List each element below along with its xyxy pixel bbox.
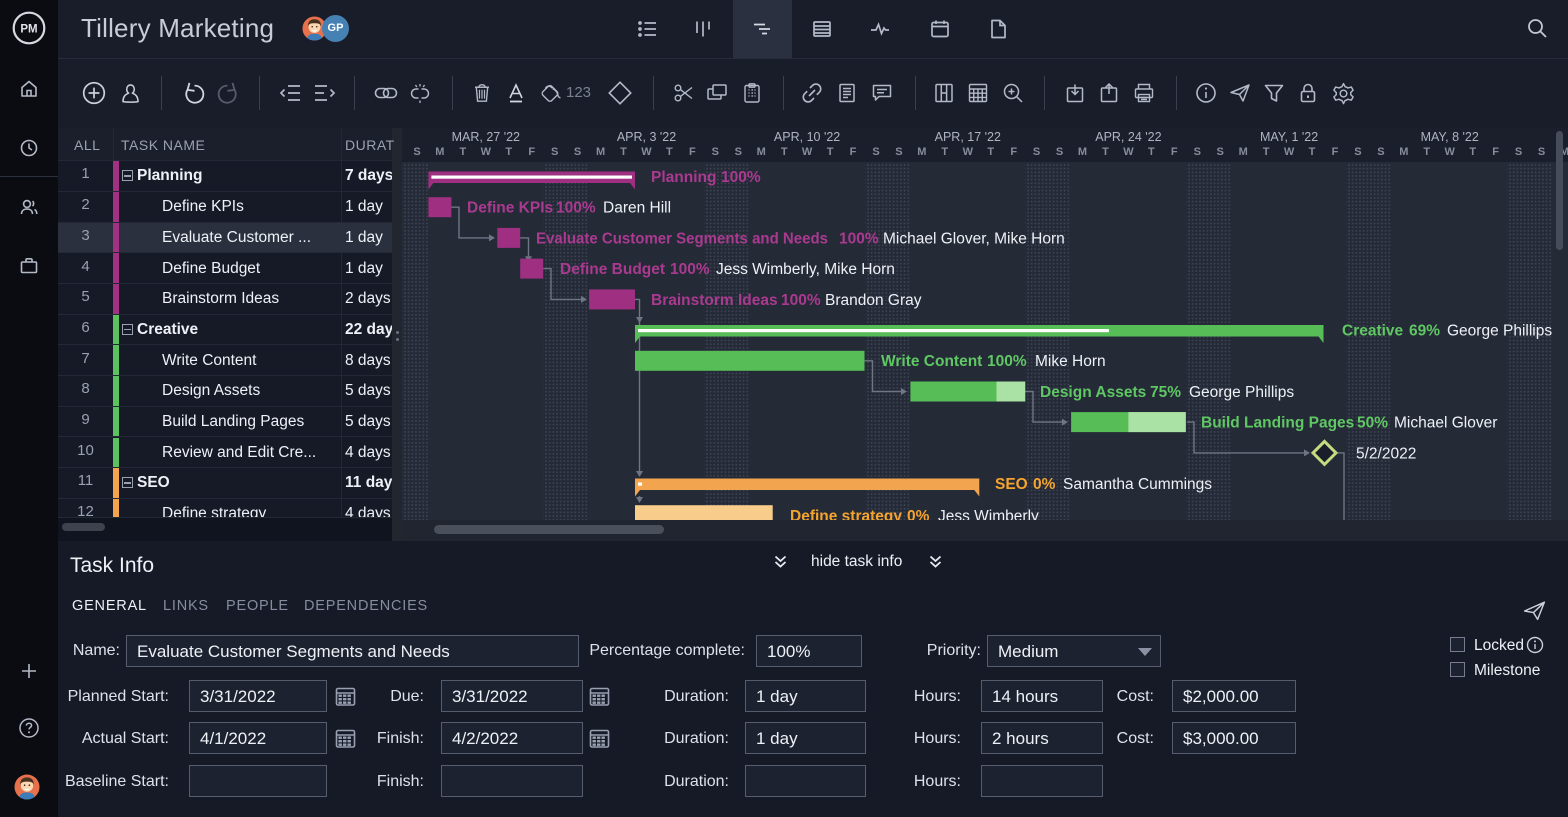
svg-text:Michael Glover: Michael Glover <box>1394 415 1497 432</box>
svg-text:50%: 50% <box>1357 415 1388 432</box>
svg-text:100%: 100% <box>556 200 596 217</box>
svg-text:Brandon Gray: Brandon Gray <box>825 292 922 309</box>
svg-text:George Phillips: George Phillips <box>1189 384 1294 401</box>
svg-text:PM: PM <box>20 24 37 36</box>
svg-text:100%: 100% <box>670 261 710 278</box>
svg-text:Define KPIs: Define KPIs <box>467 200 553 217</box>
svg-text:Michael Glover, Mike Horn: Michael Glover, Mike Horn <box>883 230 1065 247</box>
svg-text:Planning: Planning <box>651 169 716 186</box>
svg-text:Samantha Cummings: Samantha Cummings <box>1063 476 1212 493</box>
svg-text:Define strategy: Define strategy <box>790 508 902 520</box>
svg-text:George Phillips: George Phillips <box>1447 323 1552 340</box>
svg-text:100%: 100% <box>721 169 761 186</box>
svg-text:0%: 0% <box>907 508 930 520</box>
svg-text:Evaluate Customer Segments and: Evaluate Customer Segments and Needs <box>536 230 828 247</box>
svg-text:Daren Hill: Daren Hill <box>603 200 671 217</box>
svg-text:Design Assets: Design Assets <box>1040 384 1146 401</box>
svg-text:SEO: SEO <box>995 476 1028 493</box>
svg-text:Jess Wimberly, Mike Horn: Jess Wimberly, Mike Horn <box>716 261 895 278</box>
svg-text:5/2/2022: 5/2/2022 <box>1356 445 1416 462</box>
svg-text:100%: 100% <box>987 353 1027 370</box>
svg-text:Mike Horn: Mike Horn <box>1035 353 1106 370</box>
svg-text:75%: 75% <box>1150 384 1181 401</box>
svg-text:Define Budget: Define Budget <box>560 261 665 278</box>
svg-text:0%: 0% <box>1033 476 1056 493</box>
svg-text:69%: 69% <box>1409 323 1440 340</box>
svg-text:100%: 100% <box>781 292 821 309</box>
svg-text:Build Landing Pages: Build Landing Pages <box>1201 415 1354 432</box>
svg-text:Brainstorm Ideas: Brainstorm Ideas <box>651 292 778 309</box>
svg-text:100%: 100% <box>839 230 879 247</box>
svg-text:Creative: Creative <box>1342 323 1404 340</box>
svg-text:Jess Wimberly: Jess Wimberly <box>938 508 1039 520</box>
svg-text:Write Content: Write Content <box>881 353 982 370</box>
